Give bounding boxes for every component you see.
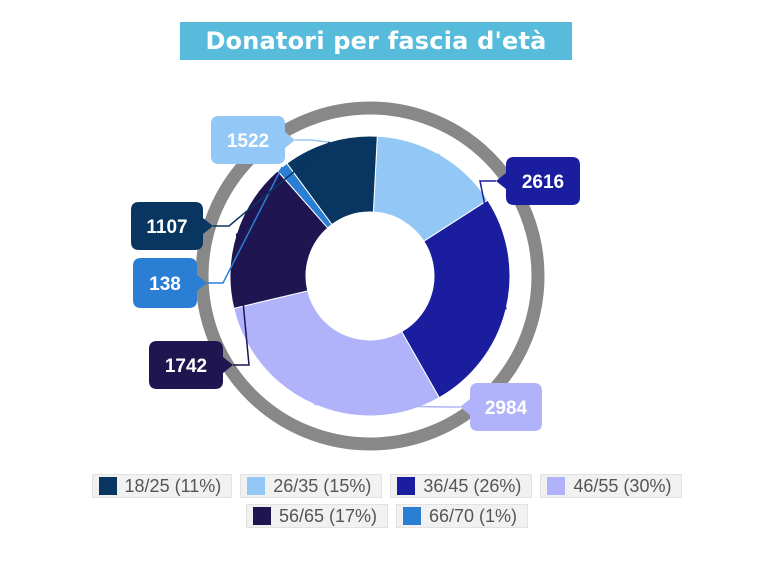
data-label-box [149,341,233,389]
legend-swatch [98,477,117,495]
legend-swatch [403,507,421,525]
data-label-text: 1522 [227,131,269,152]
data-label-box [131,202,213,250]
label-connector [479,180,507,310]
outer-ring [195,101,545,451]
legend-label: 26/35 (15%) [273,475,372,496]
data-label-box [460,383,542,431]
slice-36-45[interactable] [400,199,511,399]
legend-label: 56/65 (17%) [278,505,377,526]
data-label-text: 138 [149,274,181,295]
legend-label: 46/55 (30%) [573,475,672,496]
label-connector [295,139,441,156]
data-label: 2616 [496,157,580,205]
data-label-text: 2984 [485,398,528,419]
legend-label: 66/70 (1%) [429,505,518,526]
data-label: 2984 [460,383,542,431]
legend-item-26-35[interactable]: 26/35 (15%) [240,474,383,498]
label-connector [233,233,250,366]
legend-item-36-45[interactable]: 36/45 (26%) [390,474,533,498]
data-label: 138 [133,258,207,308]
label-connector [213,141,331,227]
data-label-text: 2616 [522,172,564,193]
chart-title-box: Donatori per fascia d'età [180,22,572,60]
legend-swatch [252,507,271,525]
data-label-text: 1107 [146,217,187,238]
data-label-box [133,258,207,308]
legend: 18/25 (11%) 26/35 (15%) 36/45 (26%) 46/55 (… [0,474,774,534]
legend-label: 36/45 (26%) [423,475,522,496]
chart-title: Donatori per fascia d'età [205,27,547,55]
legend-row: 18/25 (11%) 26/35 (15%) 36/45 (26%) 46/55 (… [0,474,774,498]
donut-chart: 1522 2616 2984 1742 138 1107 [131,101,580,451]
legend-label: 18/25 (11%) [124,475,222,496]
legend-item-18-25[interactable]: 18/25 (11%) [91,474,233,498]
data-label: 1107 [131,202,213,250]
data-label-text: 1742 [165,356,207,377]
slice-46-55[interactable] [233,290,440,417]
legend-swatch [397,477,416,495]
data-label: 1522 [211,116,295,164]
legend-item-66-70[interactable]: 66/70 (1%) [396,504,529,528]
data-label-box [496,157,580,205]
label-connector [207,166,283,284]
data-label-box [211,116,295,164]
legend-swatch [547,477,566,495]
legend-swatch [247,477,266,495]
label-connector [314,403,460,408]
legend-row: 56/65 (17%) 66/70 (1%) [0,504,774,528]
legend-item-56-65[interactable]: 56/65 (17%) [245,504,388,528]
legend-item-46-55[interactable]: 46/55 (30%) [540,474,683,498]
data-label: 1742 [149,341,233,389]
